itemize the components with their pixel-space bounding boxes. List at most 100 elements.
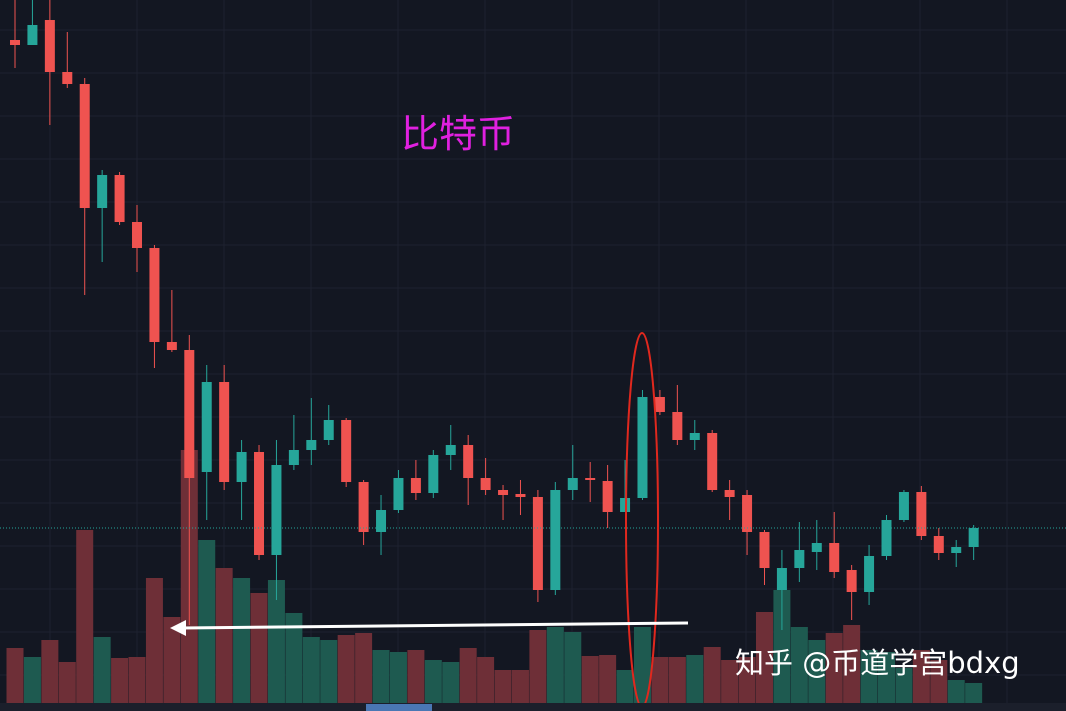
candle-body — [637, 397, 648, 498]
volume-bar — [459, 648, 477, 703]
volume-bar — [808, 640, 826, 703]
candle-body — [916, 492, 927, 536]
candle-body — [933, 536, 944, 553]
candle-body — [811, 543, 822, 552]
candle-body — [306, 440, 317, 450]
volume-bar — [599, 655, 617, 703]
candle-body — [864, 556, 875, 592]
volume-bar — [58, 662, 76, 703]
volume-bar — [930, 660, 948, 703]
candle-body — [428, 455, 439, 493]
candle-body — [410, 478, 421, 493]
candle-body — [445, 445, 456, 455]
volume-bar — [494, 670, 512, 703]
volume-bar — [564, 632, 582, 703]
volume-bar — [442, 662, 460, 703]
candle-body — [654, 397, 665, 412]
candle-body — [742, 495, 753, 532]
candle-body — [149, 248, 160, 342]
candle-body — [97, 175, 108, 208]
candle-body — [829, 543, 840, 572]
candle-body — [759, 532, 770, 568]
volume-bar — [825, 633, 843, 703]
candle-body — [689, 433, 700, 440]
candle-body — [480, 478, 491, 490]
volume-bar — [128, 657, 146, 703]
candle-body — [463, 445, 474, 478]
volume-bar — [424, 660, 442, 703]
volume-bar — [843, 625, 861, 703]
candle-body — [898, 492, 909, 520]
candle-body — [62, 72, 73, 84]
volume-bar — [23, 657, 41, 703]
volume-bar — [163, 617, 181, 703]
volume-bar — [198, 540, 216, 703]
candle-body — [846, 570, 857, 592]
candle-body — [585, 478, 596, 480]
arrow-head — [170, 620, 186, 636]
volume-bar — [703, 647, 721, 703]
arrow-line — [181, 621, 689, 630]
volume-bar — [651, 657, 669, 703]
volume-bar — [546, 627, 564, 703]
volume-bar — [250, 593, 268, 703]
volume-bar — [878, 652, 895, 703]
volume-bar — [372, 650, 390, 703]
candle-body — [288, 450, 299, 465]
volume-bar — [145, 578, 163, 703]
candle-body — [776, 568, 787, 590]
candle-body — [323, 420, 334, 440]
volume-bar — [302, 637, 320, 703]
volume-bar — [389, 652, 407, 703]
volume-bar — [860, 650, 878, 703]
volume-bar — [773, 590, 791, 703]
candle-body — [44, 20, 55, 72]
volume-bar — [6, 648, 24, 703]
volume-bar — [215, 568, 233, 703]
candle-body — [341, 420, 352, 482]
volume-bar — [267, 580, 285, 703]
volume-bar — [668, 657, 686, 703]
volume-bar — [529, 630, 547, 703]
candle-body — [602, 481, 613, 512]
candle-body — [166, 342, 177, 350]
volume-bar — [355, 633, 373, 703]
candle-body — [79, 84, 90, 208]
candle-body — [724, 490, 735, 497]
volume-bar — [738, 657, 756, 703]
candle-body — [132, 222, 143, 248]
chart-title: 比特币 — [401, 112, 515, 156]
candle-body — [376, 510, 387, 532]
candle-body — [358, 482, 369, 532]
volume-bar — [320, 640, 338, 703]
candle-body — [881, 520, 892, 556]
volume-bar — [285, 613, 303, 703]
volume-layer — [6, 450, 983, 703]
candle-body — [498, 490, 509, 495]
candle-body — [184, 350, 195, 478]
candle-body — [550, 490, 561, 590]
candle-body — [393, 478, 404, 510]
volume-bar — [721, 660, 739, 703]
volume-bar — [76, 530, 94, 703]
volume-bar — [111, 658, 129, 703]
volume-bar — [790, 627, 808, 703]
candle-body — [271, 465, 282, 555]
candle-body — [968, 528, 979, 547]
volume-bar — [947, 680, 965, 703]
volume-bar — [912, 650, 930, 703]
candle-body — [201, 382, 212, 472]
volume-bar — [511, 670, 529, 703]
volume-bar — [686, 655, 704, 703]
volume-bar — [337, 635, 355, 703]
candle-layer — [10, 0, 979, 630]
volume-bar — [633, 627, 651, 703]
candle-body — [567, 478, 578, 490]
volume-bar — [93, 637, 111, 703]
candle-body — [707, 433, 718, 490]
candle-body — [515, 494, 526, 497]
volume-bar — [233, 578, 251, 703]
volume-bar — [755, 612, 773, 703]
